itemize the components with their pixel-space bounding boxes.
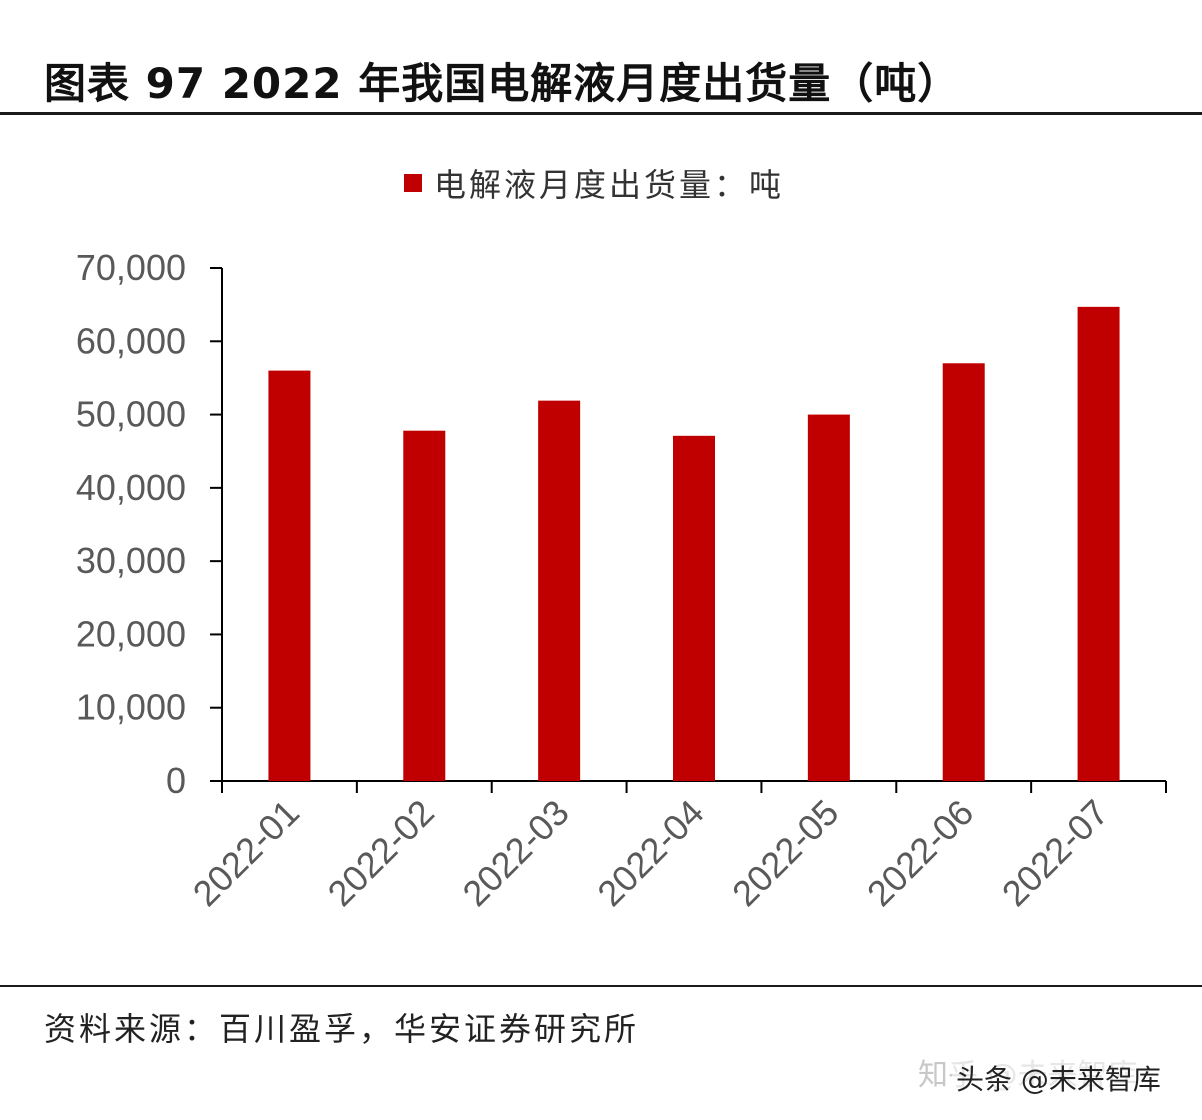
y-tick-label: 70,000 [76,247,186,288]
bar-2022-01 [268,370,311,781]
bar-2022-05 [807,414,850,781]
legend-label: 电解液月度出货量：吨 [434,166,785,204]
x-tick-label: 2022-05 [724,792,846,914]
x-tick-label: 2022-03 [454,792,576,914]
y-tick-label: 60,000 [76,320,186,361]
x-tick-label: 2022-02 [320,792,442,914]
y-tick-label: 30,000 [76,540,186,581]
x-tick-label: 2022-01 [185,792,307,914]
figure-title: 图表 97 2022 年我国电解液月度出货量（吨） [44,59,961,108]
y-tick-label: 10,000 [76,687,186,728]
bar-2022-03 [538,400,581,781]
source-note: 资料来源：百川盈孚，华安证券研究所 [44,1010,640,1048]
bar-2022-02 [403,430,446,781]
toutiao-watermark: 头条 @未来智库 [952,1058,1165,1098]
y-tick-label: 50,000 [76,394,186,435]
bar-2022-07 [1077,306,1120,781]
bar-chart: 0 10,000 20,000 30,000 40,000 50,000 60,000 70,… [76,247,1167,914]
bar-2022-04 [673,435,715,781]
y-tick-label: 20,000 [76,613,186,654]
y-tick-label: 40,000 [76,467,186,508]
y-tick-label: 0 [166,760,186,801]
title-rule [0,112,1202,115]
x-tick-label: 2022-04 [589,792,711,914]
chart-legend: 电解液月度出货量：吨 [404,163,785,204]
legend-swatch [404,174,422,192]
x-tick-label: 2022-07 [994,792,1116,914]
x-tick-label: 2022-06 [859,792,981,914]
source-rule [0,985,1202,987]
bar-2022-06 [942,363,985,781]
